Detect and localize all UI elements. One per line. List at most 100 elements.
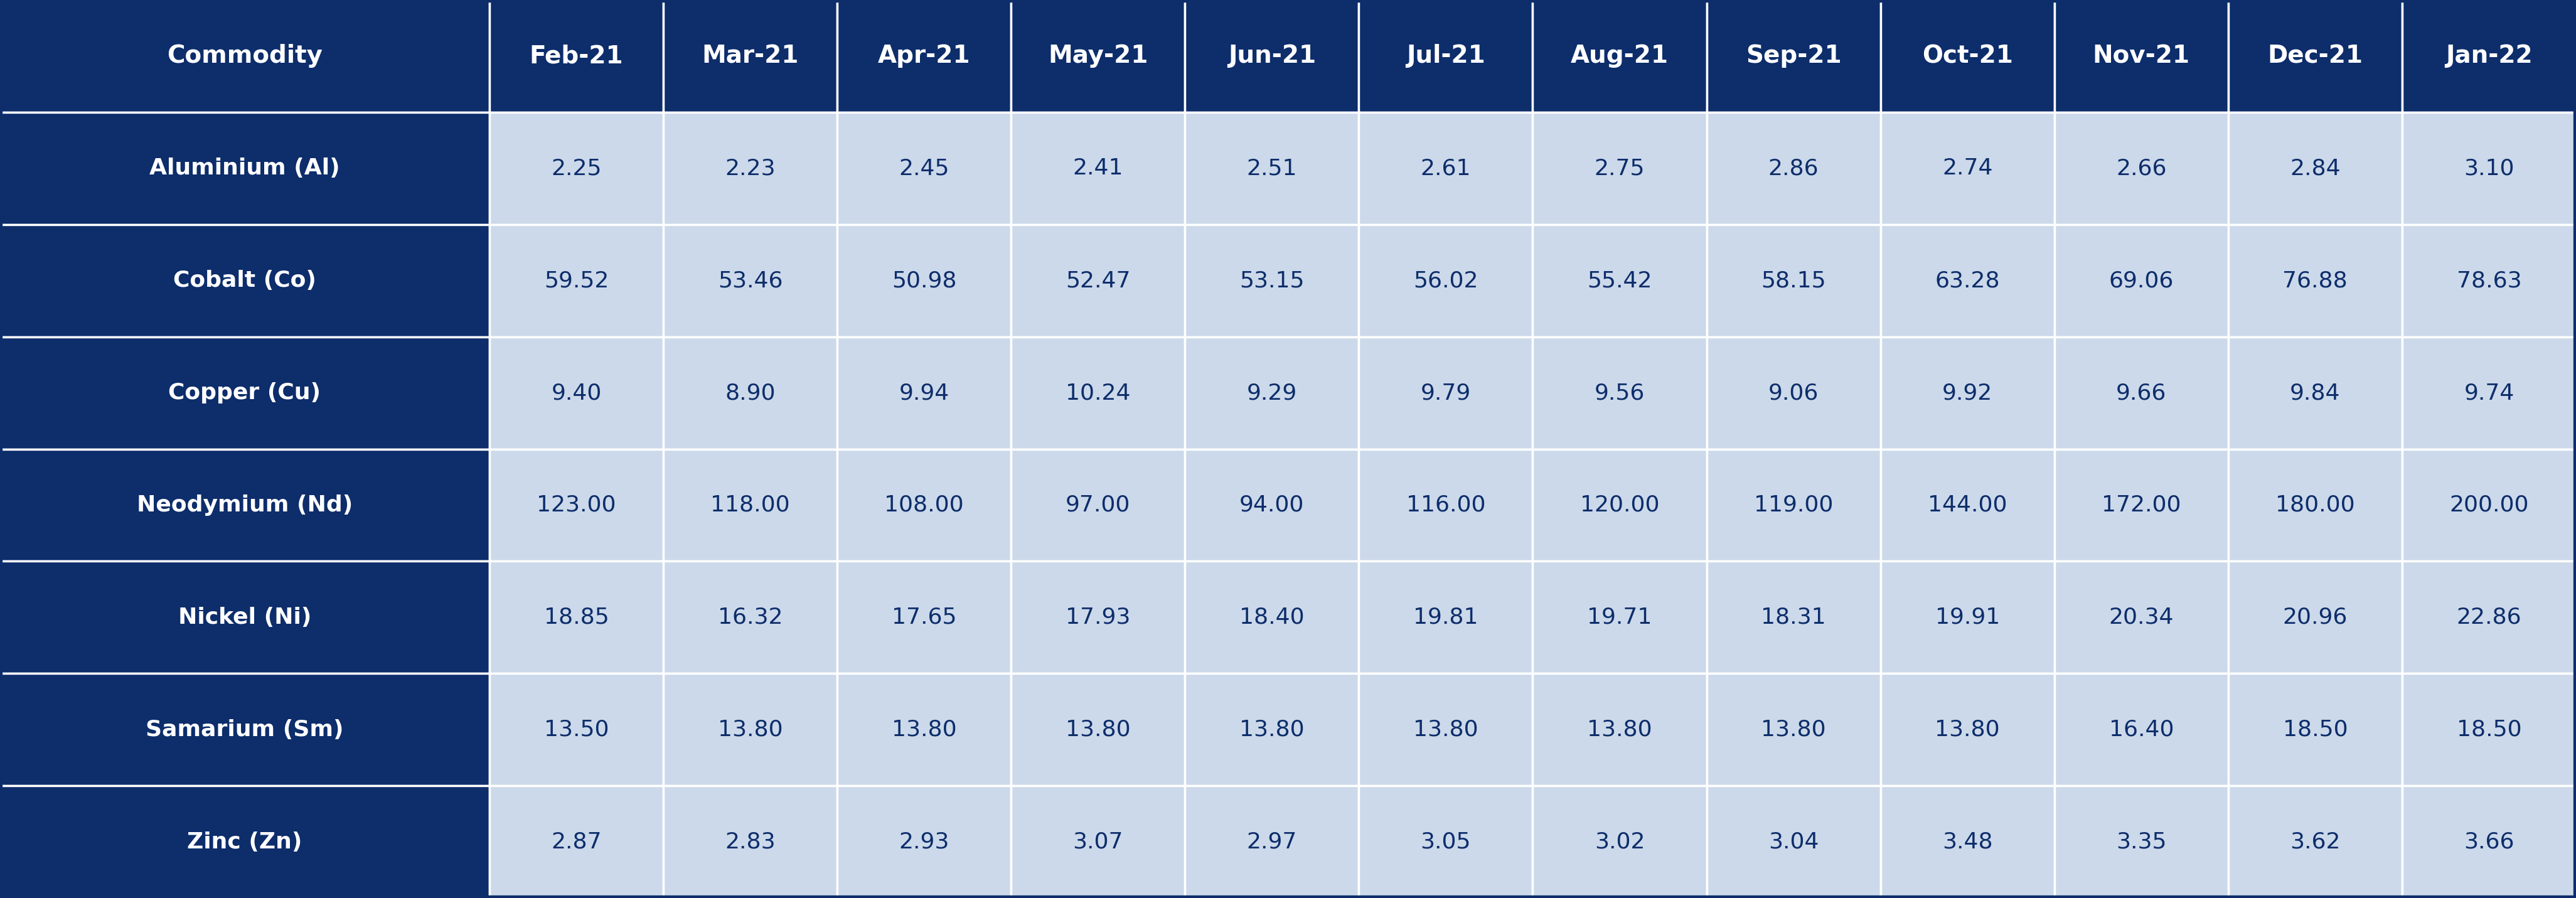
Text: 120.00: 120.00 (1579, 495, 1659, 515)
Bar (1708, 449, 1880, 561)
Text: Copper (Cu): Copper (Cu) (167, 383, 322, 403)
Bar (1360, 786, 1533, 898)
Bar (2228, 786, 2403, 898)
Text: Cobalt (Co): Cobalt (Co) (173, 270, 317, 291)
Bar (2228, 112, 2403, 224)
Text: 2.45: 2.45 (899, 158, 951, 179)
Text: 20.34: 20.34 (2110, 607, 2174, 628)
Text: 76.88: 76.88 (2282, 270, 2347, 291)
Bar (1708, 337, 1880, 449)
Bar (489, 0, 665, 112)
Bar (1708, 0, 1880, 112)
Bar (665, 561, 837, 674)
Bar (1010, 224, 1185, 337)
Bar (1533, 449, 1708, 561)
Text: Jan-22: Jan-22 (2445, 44, 2532, 68)
Bar (1708, 224, 1880, 337)
Text: 9.74: 9.74 (2463, 383, 2514, 403)
Text: 18.40: 18.40 (1239, 607, 1303, 628)
Bar (1360, 674, 1533, 786)
Text: 18.31: 18.31 (1762, 607, 1826, 628)
Text: 3.48: 3.48 (1942, 832, 1994, 852)
Bar (1880, 449, 2056, 561)
Text: 55.42: 55.42 (1587, 270, 1651, 291)
Text: 69.06: 69.06 (2110, 270, 2174, 291)
Bar (1880, 674, 2056, 786)
Bar (2403, 786, 2576, 898)
Text: 13.80: 13.80 (1762, 719, 1826, 740)
Text: 13.80: 13.80 (1935, 719, 1999, 740)
Text: 108.00: 108.00 (884, 495, 963, 515)
Text: 19.81: 19.81 (1414, 607, 1479, 628)
Bar (837, 224, 1010, 337)
Bar (2228, 449, 2403, 561)
Text: 2.93: 2.93 (899, 832, 951, 852)
Bar (1010, 337, 1185, 449)
Bar (837, 112, 1010, 224)
Bar (1010, 112, 1185, 224)
Text: 3.10: 3.10 (2463, 158, 2514, 179)
Text: 2.66: 2.66 (2115, 158, 2166, 179)
Text: 9.29: 9.29 (1247, 383, 1298, 403)
Text: 16.32: 16.32 (719, 607, 783, 628)
Text: 18.50: 18.50 (2282, 719, 2347, 740)
Text: 13.50: 13.50 (544, 719, 608, 740)
Bar (489, 224, 665, 337)
Text: Dec-21: Dec-21 (2267, 44, 2362, 68)
Bar (2403, 674, 2576, 786)
Text: 123.00: 123.00 (536, 495, 616, 515)
Bar (665, 224, 837, 337)
Text: 172.00: 172.00 (2102, 495, 2182, 515)
Bar (0, 449, 489, 561)
Text: 20.96: 20.96 (2282, 607, 2347, 628)
Bar (489, 337, 665, 449)
Text: 2.97: 2.97 (1247, 832, 1298, 852)
Text: 78.63: 78.63 (2458, 270, 2522, 291)
Bar (2403, 449, 2576, 561)
Bar (489, 674, 665, 786)
Text: Nickel (Ni): Nickel (Ni) (178, 607, 312, 628)
Bar (2228, 674, 2403, 786)
Text: 2.83: 2.83 (724, 832, 775, 852)
Text: 9.79: 9.79 (1419, 383, 1471, 403)
Text: Nov-21: Nov-21 (2092, 44, 2190, 68)
Bar (837, 449, 1010, 561)
Text: 19.71: 19.71 (1587, 607, 1651, 628)
Text: 58.15: 58.15 (1762, 270, 1826, 291)
Bar (1708, 112, 1880, 224)
Bar (1880, 0, 2056, 112)
Text: 2.23: 2.23 (724, 158, 775, 179)
Text: 8.90: 8.90 (724, 383, 775, 403)
Bar (489, 449, 665, 561)
Bar (1360, 112, 1533, 224)
Text: 3.07: 3.07 (1072, 832, 1123, 852)
Text: Aluminium (Al): Aluminium (Al) (149, 158, 340, 179)
Text: 53.46: 53.46 (719, 270, 783, 291)
Text: 19.91: 19.91 (1935, 607, 1999, 628)
Bar (1533, 786, 1708, 898)
Bar (1010, 674, 1185, 786)
Bar (2403, 561, 2576, 674)
Text: 13.80: 13.80 (1587, 719, 1651, 740)
Bar (1533, 0, 1708, 112)
Bar (837, 786, 1010, 898)
Bar (2056, 337, 2228, 449)
Bar (2056, 674, 2228, 786)
Bar (665, 786, 837, 898)
Bar (2228, 0, 2403, 112)
Bar (1880, 337, 2056, 449)
Text: 3.35: 3.35 (2115, 832, 2166, 852)
Text: 119.00: 119.00 (1754, 495, 1834, 515)
Bar (2056, 561, 2228, 674)
Text: 50.98: 50.98 (891, 270, 956, 291)
Bar (1185, 337, 1360, 449)
Bar (1010, 561, 1185, 674)
Text: 53.15: 53.15 (1239, 270, 1303, 291)
Bar (665, 0, 837, 112)
Text: 17.65: 17.65 (891, 607, 956, 628)
Text: 9.84: 9.84 (2290, 383, 2342, 403)
Text: 116.00: 116.00 (1406, 495, 1486, 515)
Bar (665, 337, 837, 449)
Text: 200.00: 200.00 (2450, 495, 2530, 515)
Bar (1010, 449, 1185, 561)
